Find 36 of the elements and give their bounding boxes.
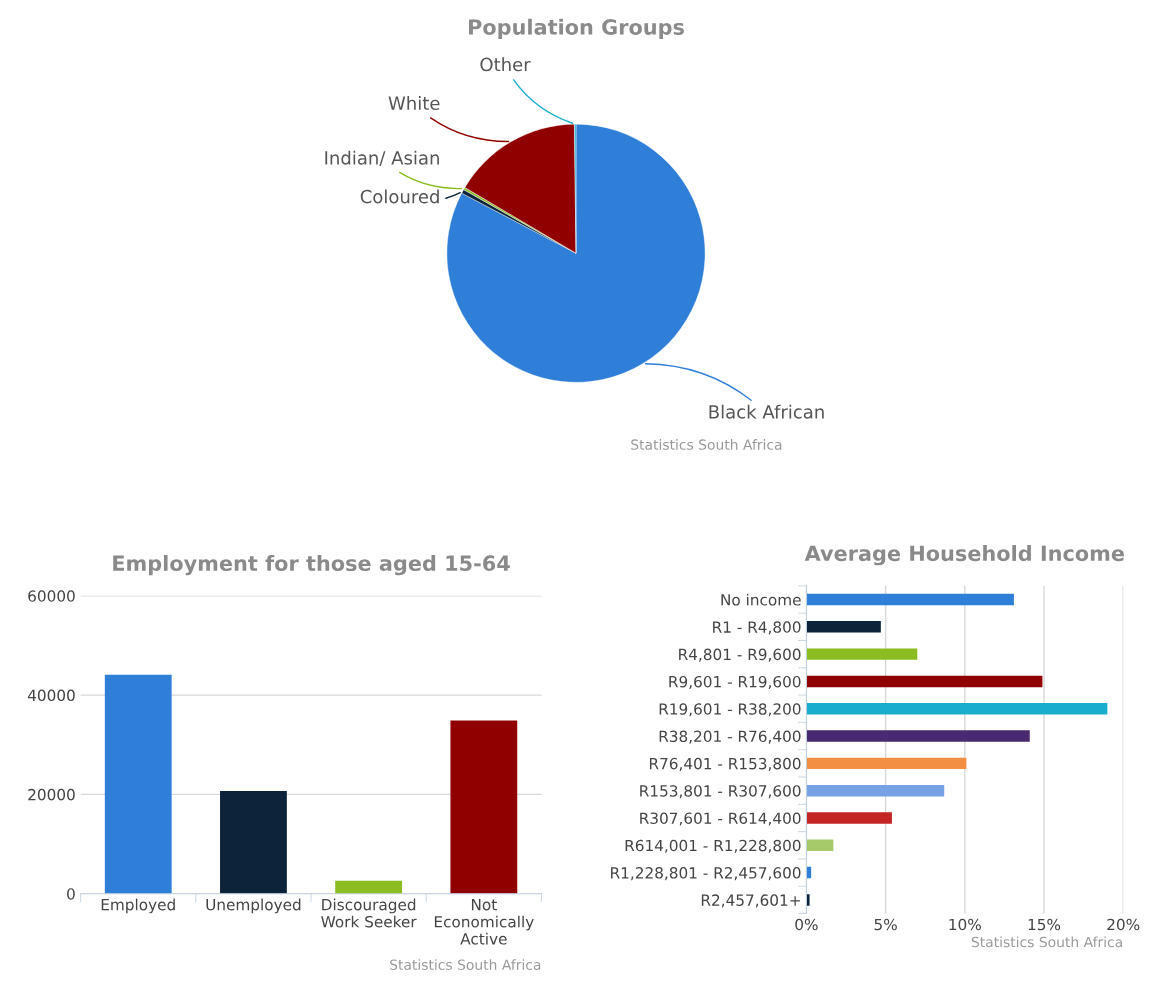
slice-label: Coloured xyxy=(360,189,439,204)
y-tick-label: No income xyxy=(721,593,801,606)
chart-title: Population Groups xyxy=(468,18,684,39)
y-tick-label: R9,601 - R19,600 xyxy=(669,675,801,690)
chart-title: Employment for those aged 15-64 xyxy=(113,554,510,576)
y-tick-label: R76,401 - R153,800 xyxy=(649,757,801,771)
y-tick-label: R4,801 - R9,600 xyxy=(679,648,801,662)
x-tick-label: Employed xyxy=(101,898,175,914)
y-tick-label: 60000 xyxy=(28,590,75,602)
x-tick-label: 10% xyxy=(949,918,981,931)
text: Statistics South Africa xyxy=(631,439,782,450)
slice-label: Indian/ Asian xyxy=(325,150,439,167)
y-tick-label: R2,457,601+ xyxy=(701,894,800,908)
x-tick-label: Not Economically Active xyxy=(434,899,534,945)
y-tick-label: R307,601 - R614,400 xyxy=(640,812,801,826)
chart-title: Average Household Income xyxy=(804,545,1124,566)
y-tick-label: R1 - R4,800 xyxy=(713,621,801,635)
x-tick-label: Discouraged Work Seeker xyxy=(321,898,417,928)
slice-label: Other xyxy=(480,57,531,72)
slice-label: White xyxy=(388,96,440,110)
text: Statistics South Africa xyxy=(390,959,541,970)
y-tick-label: R38,201 - R76,400 xyxy=(659,730,801,744)
text: Statistics South Africa xyxy=(971,936,1122,948)
y-tick-label: R614,001 - R1,228,800 xyxy=(625,839,801,853)
x-tick-label: 15% xyxy=(1028,918,1061,931)
y-tick-label: R19,601 - R38,200 xyxy=(659,703,801,717)
y-tick-label: R1,228,801 - R2,457,600 xyxy=(611,867,801,881)
y-tick-label: 20000 xyxy=(28,788,75,801)
x-tick-label: Unemployed xyxy=(206,898,301,914)
x-tick-label: 0% xyxy=(795,918,818,931)
y-tick-label: 0 xyxy=(67,888,75,900)
x-tick-label: 20% xyxy=(1107,918,1140,931)
slice-label: Black African xyxy=(709,404,824,419)
x-tick-label: 5% xyxy=(874,918,897,931)
y-tick-label: 40000 xyxy=(27,689,75,702)
y-tick-label: R153,801 - R307,600 xyxy=(640,785,801,799)
